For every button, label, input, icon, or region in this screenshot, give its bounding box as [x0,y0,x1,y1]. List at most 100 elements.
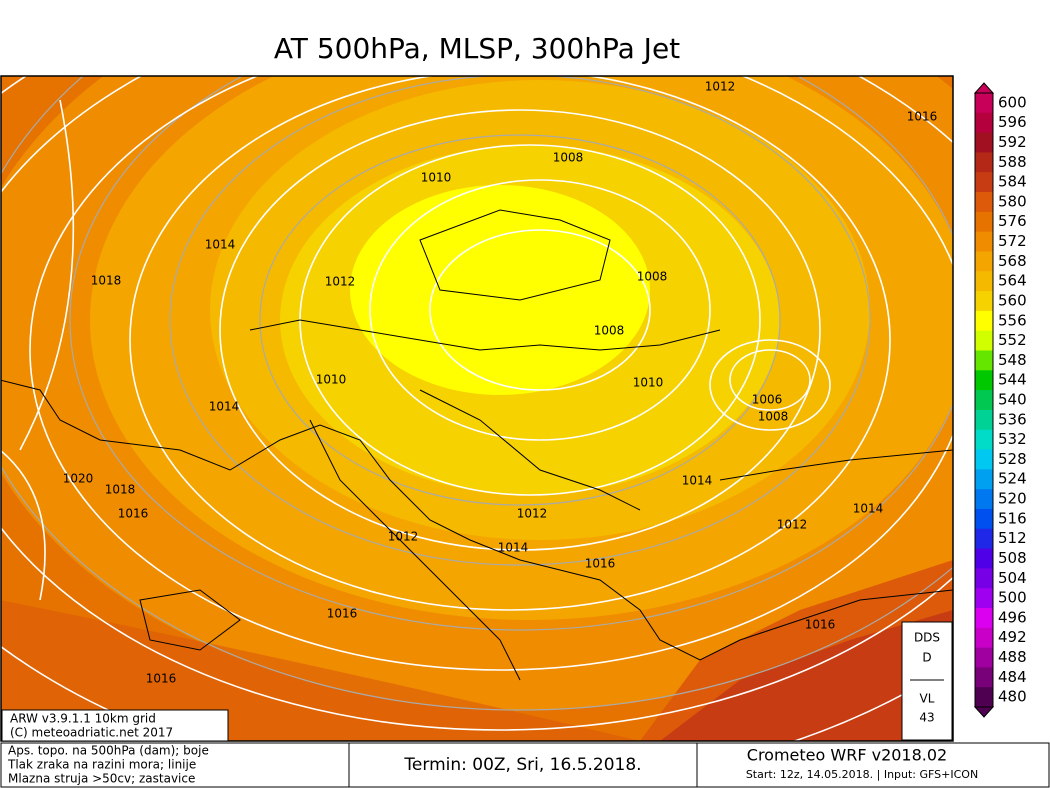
isobar-label: 1008 [594,324,625,338]
colorbar-swatch [975,508,993,530]
colorbar-label: 544 [998,371,1027,389]
isobar-label: 1020 [63,472,94,486]
colorbar-label: 600 [998,93,1027,111]
colorbar-swatch [975,251,993,272]
colorbar-swatch [975,350,993,371]
side-text: DDS [914,631,940,645]
colorbar-label: 500 [998,589,1027,607]
colorbar-swatch [975,449,993,470]
colorbar-swatch [975,132,993,153]
colorbar-label: 536 [998,410,1027,428]
colorbar-label: 588 [998,153,1027,171]
isobar-label: 1018 [91,274,122,288]
colorbar-swatch [975,548,993,569]
isobar-label: 1014 [682,474,713,488]
colorbar-label: 584 [998,173,1027,191]
colorbar-swatch [975,390,993,411]
colorbar-swatch [975,647,993,668]
colorbar-label: 540 [998,391,1027,409]
isobar-labels: 1012 1016 1008 1010 1014 1018 1012 1008 1008 1010… [63,80,938,686]
colorbar-cap [973,82,995,94]
colorbar-swatch [975,172,993,193]
legend-line: Aps. topo. na 500hPa (dam); boje [8,744,209,758]
isobar-label: 1010 [633,376,664,390]
colorbar-swatch [975,429,993,451]
isobar-label: 1014 [205,238,236,252]
colorbar-label: 508 [998,549,1027,567]
colorbar-label: 592 [998,133,1027,151]
side-box [901,621,953,741]
isobar-label: 1014 [209,400,240,414]
colorbar-swatch [975,409,993,431]
isobar-label: 1016 [805,618,836,632]
isobar-label: 1014 [853,502,884,516]
isobar-label: 1016 [118,507,149,521]
crometeo-start: Start: 12z, 14.05.2018. | Input: GFS+ICO… [746,768,978,781]
colorbar-frame [974,92,994,708]
isobar-label: 1016 [585,557,616,571]
legend-line: Tlak zraka na razini mora; linije [7,758,196,772]
legend-line: Mlazna struja >50cv; zastavice [8,772,195,786]
colorbar-label: 596 [998,113,1027,131]
isobar-label: 1018 [105,483,136,497]
colorbar-swatch [975,627,993,649]
colorbar-swatch [975,568,993,589]
termin-box [348,742,698,788]
model-line: ARW v3.9.1.1 10km grid [10,712,156,726]
colorbar-label: 548 [998,351,1027,369]
colorbar-label: 492 [998,628,1027,646]
colorbar-label: 552 [998,331,1027,349]
isobar-label: 1012 [517,507,548,521]
side-text: VL [920,692,935,706]
colorbar-label: 496 [998,608,1027,626]
colorbar-swatch [975,330,993,351]
colorbar-swatch [975,152,993,173]
colorbar-label: 572 [998,232,1027,250]
isobar-label: 1016 [907,110,938,124]
isobar-label: 1012 [388,530,419,544]
colorbar-label: 480 [998,688,1027,706]
colorbar-swatch [975,211,993,233]
colorbar-swatch [975,231,993,252]
colorbar-swatch [975,112,993,134]
colorbar-swatch [975,528,993,550]
isobar-label: 1016 [146,672,177,686]
colorbar-swatch [975,607,993,629]
colorbar-swatch [975,310,993,332]
isobar-label: 1012 [325,275,356,289]
side-text: 43 [919,711,934,725]
colorbar-label: 532 [998,430,1027,448]
colorbar-swatch [975,192,993,213]
colorbar-swatch [975,588,993,609]
colorbar-label: 488 [998,648,1027,666]
isobar-label: 1012 [705,80,736,94]
colorbar-label: 580 [998,192,1027,210]
colorbar-swatch [975,667,993,688]
termin: Termin: 00Z, Sri, 16.5.2018. [403,755,641,775]
isobar-label: 1006 [752,393,783,407]
colorbar-label: 556 [998,311,1027,329]
colorbar-label: 512 [998,529,1027,547]
isobar-label: 1008 [637,270,668,284]
colorbar-swatch [975,93,993,114]
colorbar-swatch [975,469,993,490]
title: AT 500hPa, MLSP, 300hPa Jet [274,32,680,65]
copyright: (C) meteoadriatic.net 2017 [10,726,173,740]
colorbar-swatch [975,291,993,312]
colorbar-label: 528 [998,450,1027,468]
side-text: D [922,651,931,665]
colorbar-swatch [975,370,993,391]
colorbar-label: 520 [998,490,1027,508]
isobar-label: 1010 [316,373,347,387]
colorbar-swatch [975,489,993,510]
isobar-label: 1014 [498,541,529,555]
colorbar-label: 568 [998,252,1027,270]
model-box [1,709,229,742]
colorbar-cap [973,706,995,718]
isobar-label: 1012 [777,518,808,532]
colorbar-label: 564 [998,272,1027,290]
colorbar-swatch [975,271,993,292]
